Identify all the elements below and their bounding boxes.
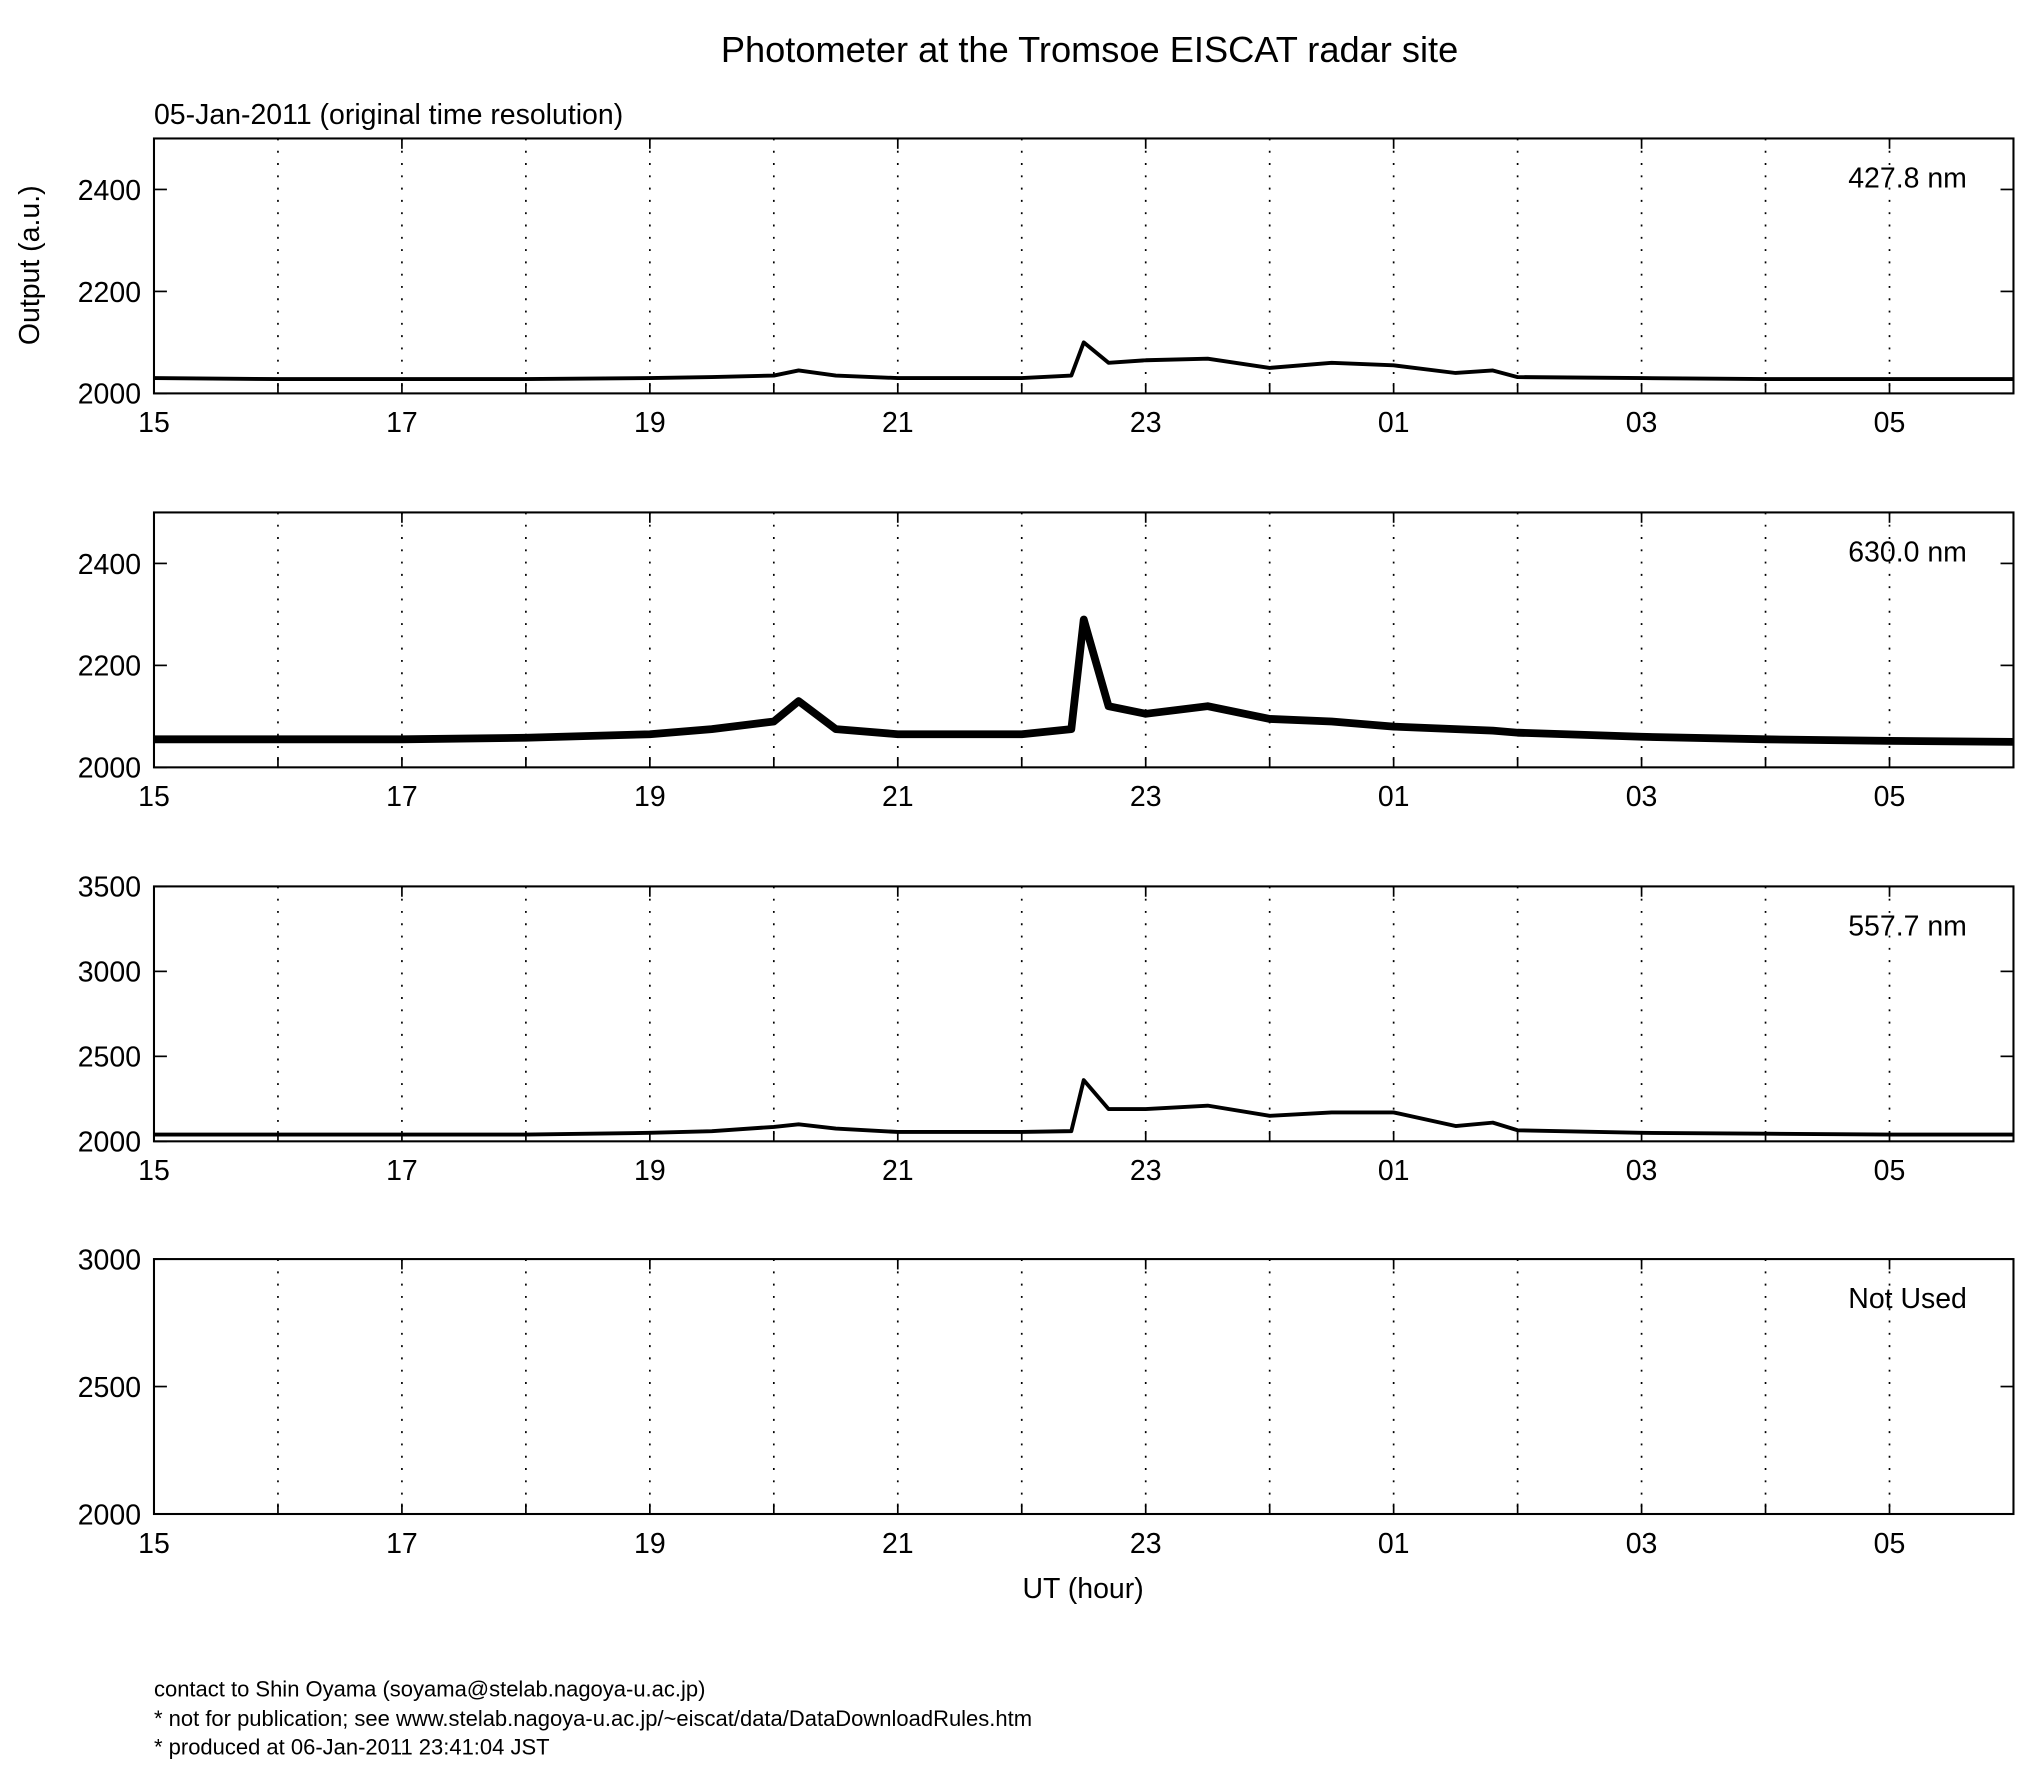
y-tick-label: 2400: [78, 549, 141, 581]
y-tick-label: 2000: [78, 379, 141, 411]
x-tick-label: 05: [1874, 1528, 1906, 1560]
x-tick-label: 01: [1378, 781, 1410, 813]
y-tick-label: 2000: [78, 1499, 141, 1531]
y-tick-label: 2000: [78, 1127, 141, 1159]
x-tick-label: 01: [1378, 407, 1410, 439]
footer-line: * not for publication; see www.stelab.na…: [154, 1706, 1032, 1731]
x-tick-label: 21: [882, 1528, 914, 1560]
x-tick-label: 15: [138, 407, 170, 439]
x-tick-label: 01: [1378, 1155, 1410, 1187]
x-tick-label: 03: [1626, 407, 1658, 439]
y-tick-label: 3000: [78, 957, 141, 989]
x-tick-label: 03: [1626, 781, 1658, 813]
channel-label: 630.0 nm: [1848, 537, 1967, 569]
x-tick-label: 15: [138, 1528, 170, 1560]
x-tick-label: 23: [1130, 1155, 1162, 1187]
x-tick-label: 23: [1130, 1528, 1162, 1560]
figure-title: Photometer at the Tromsoe EISCAT radar s…: [721, 29, 1458, 70]
y-tick-label: 3000: [78, 1244, 141, 1276]
x-tick-label: 23: [1130, 781, 1162, 813]
x-tick-label: 19: [634, 1528, 666, 1560]
y-tick-label: 2400: [78, 175, 141, 207]
x-tick-label: 15: [138, 1155, 170, 1187]
x-tick-label: 05: [1874, 1155, 1906, 1187]
y-tick-label: 2500: [78, 1372, 141, 1404]
footer-line: contact to Shin Oyama (soyama@stelab.nag…: [154, 1676, 705, 1701]
y-tick-label: 2500: [78, 1042, 141, 1074]
x-tick-label: 03: [1626, 1155, 1658, 1187]
x-tick-label: 01: [1378, 1528, 1410, 1560]
channel-label: 427.8 nm: [1848, 163, 1967, 195]
data-line: [153, 1078, 2014, 1137]
y-axis-label: Output (a.u.): [14, 185, 46, 345]
channel-label: Not Used: [1848, 1283, 1967, 1315]
x-tick-label: 19: [634, 407, 666, 439]
x-tick-label: 23: [1130, 407, 1162, 439]
x-tick-label: 17: [386, 1528, 418, 1560]
x-tick-label: 21: [882, 781, 914, 813]
y-tick-label: 2000: [78, 753, 141, 785]
data-line: [153, 340, 2014, 382]
y-tick-label: 3500: [78, 872, 141, 904]
footer-line: * produced at 06-Jan-2011 23:41:04 JST: [154, 1735, 550, 1760]
plot-frame: [152, 885, 2015, 1143]
plot-frame: [152, 137, 2015, 395]
plot-frame: [152, 1258, 2015, 1516]
x-tick-label: 21: [882, 407, 914, 439]
x-tick-label: 17: [386, 1155, 418, 1187]
x-tick-label: 05: [1874, 781, 1906, 813]
channel-label: 557.7 nm: [1848, 911, 1967, 943]
x-tick-label: 19: [634, 1155, 666, 1187]
x-tick-label: 03: [1626, 1528, 1658, 1560]
x-tick-label: 19: [634, 781, 666, 813]
x-tick-label: 15: [138, 781, 170, 813]
x-tick-label: 17: [386, 781, 418, 813]
y-tick-label: 2200: [78, 277, 141, 309]
x-tick-label: 21: [882, 1155, 914, 1187]
x-axis-label: UT (hour): [1022, 1573, 1143, 1605]
x-tick-label: 17: [386, 407, 418, 439]
x-tick-label: 05: [1874, 407, 1906, 439]
subtitle: 05-Jan-2011 (original time resolution): [154, 99, 623, 131]
y-tick-label: 2200: [78, 651, 141, 683]
plot-frame: [152, 511, 2015, 769]
data-line: [153, 615, 2014, 746]
